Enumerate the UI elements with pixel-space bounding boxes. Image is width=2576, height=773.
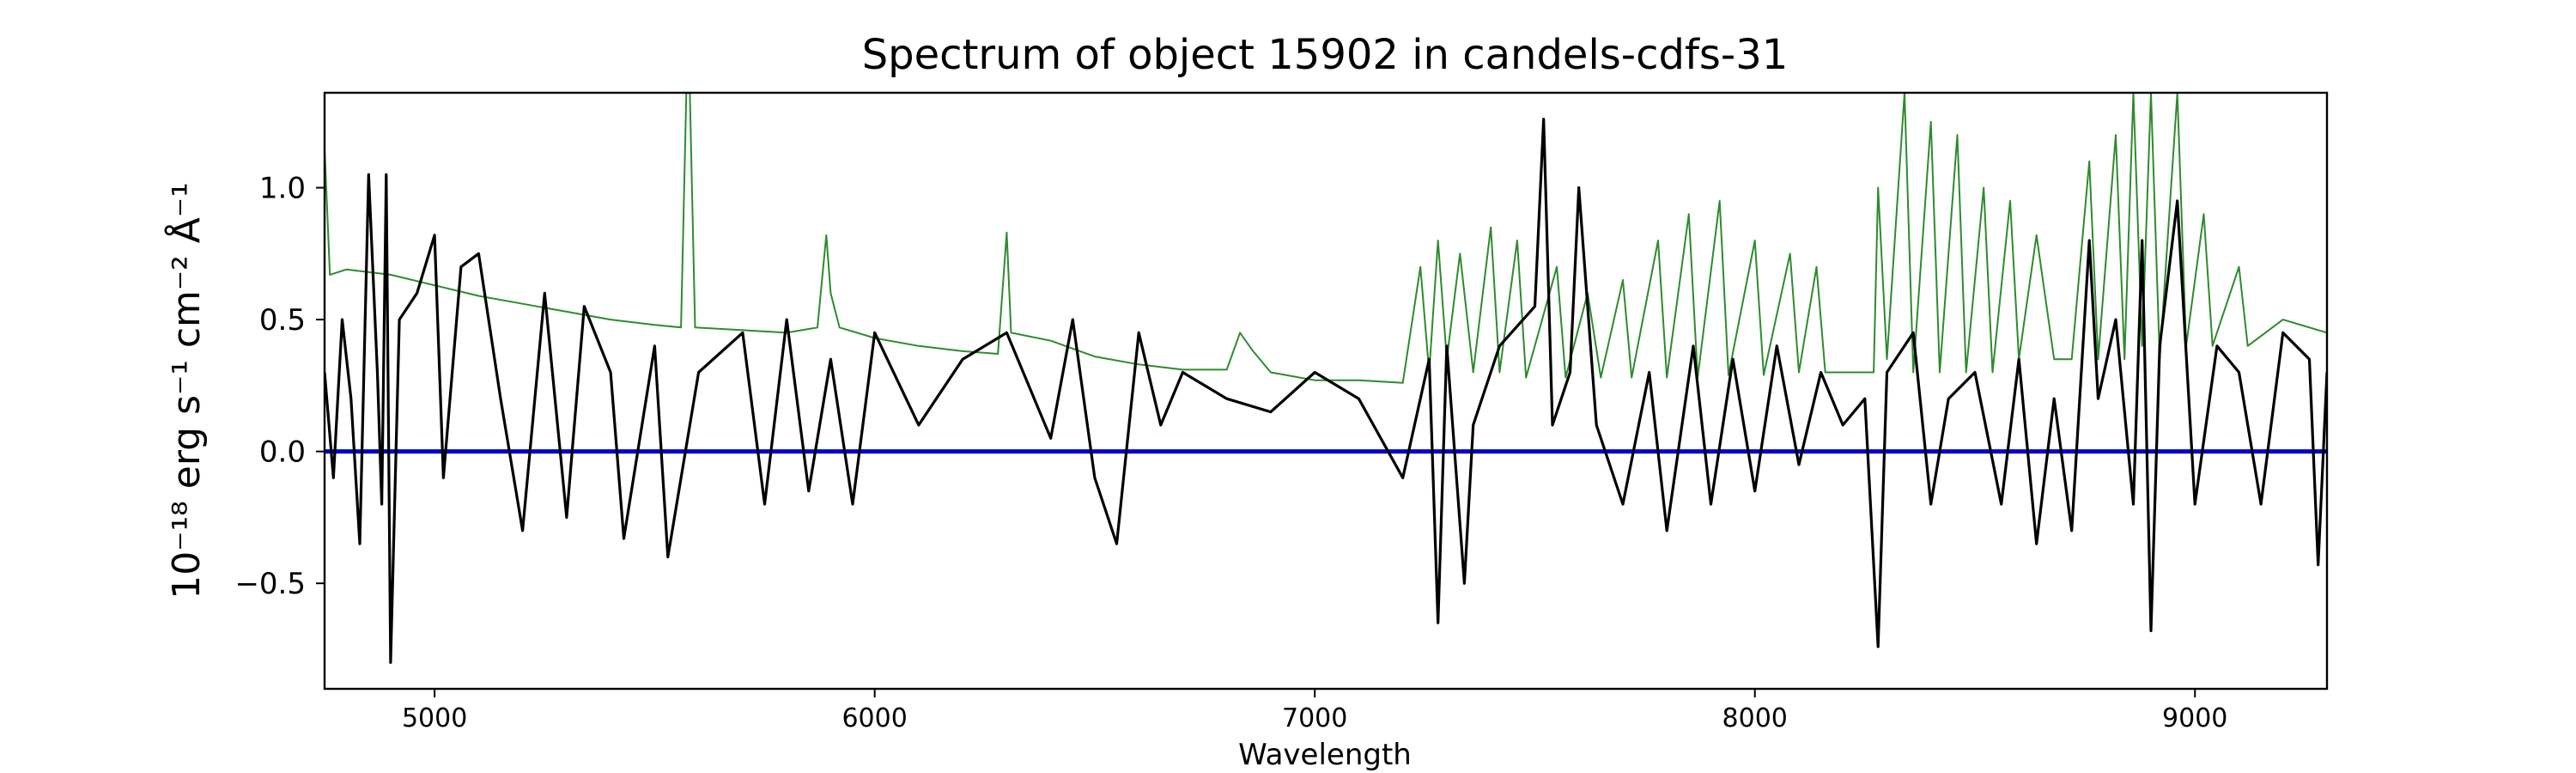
chart-title: Spectrum of object 15902 in candels-cdfs… bbox=[862, 31, 1789, 79]
x-tick-label: 8000 bbox=[1722, 703, 1788, 733]
y-axis: −0.5 0.0 0.5 1.0 bbox=[234, 172, 325, 601]
x-tick-label: 5000 bbox=[402, 703, 467, 733]
y-tick-label: 0.0 bbox=[259, 435, 306, 470]
series-layer bbox=[325, 93, 2327, 664]
plot-frame bbox=[323, 91, 2329, 691]
y-tick-label: 0.5 bbox=[259, 303, 306, 338]
x-tick-label: 9000 bbox=[2162, 703, 2227, 733]
y-axis-label: 10⁻¹⁸ erg s⁻¹ cm⁻² Å⁻¹ bbox=[163, 182, 209, 599]
x-tick-label: 6000 bbox=[841, 703, 907, 733]
y-tick-label: −0.5 bbox=[234, 567, 306, 601]
series-line-3 bbox=[325, 118, 2327, 664]
x-axis: 5000 6000 7000 8000 9000 bbox=[402, 689, 2227, 733]
y-tick-label: 1.0 bbox=[259, 172, 306, 206]
x-tick-label: 7000 bbox=[1282, 703, 1347, 733]
x-axis-label: Wavelength bbox=[1238, 738, 1412, 772]
series-line-1 bbox=[325, 93, 2327, 384]
